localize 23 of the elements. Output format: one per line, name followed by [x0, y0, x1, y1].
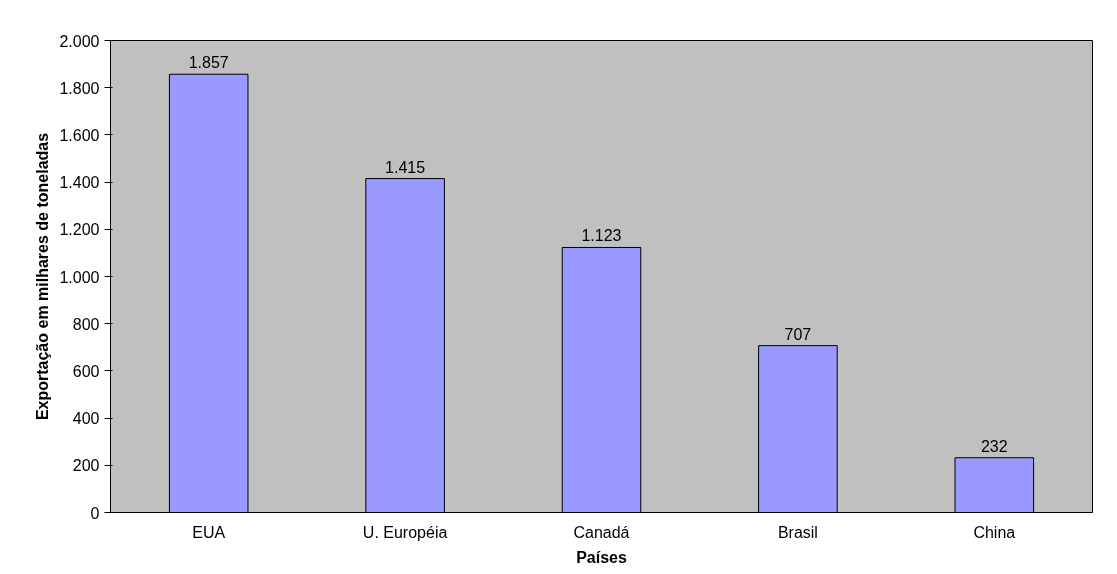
y-tick-label: 2.000: [59, 32, 100, 50]
x-tick-label: U. Européia: [362, 523, 448, 541]
data-label: 1.123: [581, 227, 622, 245]
data-label: 707: [784, 325, 812, 343]
y-axis-title: Exportação em milhares de toneladas: [34, 132, 52, 421]
y-tick-label: 1.800: [59, 79, 100, 97]
data-label: 1.857: [188, 54, 229, 72]
y-tick-label: 1.200: [59, 221, 100, 239]
x-tick-label: Brasil: [777, 523, 818, 541]
y-tick-label: 200: [72, 457, 100, 475]
y-tick-label: 400: [72, 410, 100, 428]
y-tick-label: 600: [72, 362, 100, 380]
data-label: 1.415: [385, 158, 426, 176]
data-label: 232: [980, 437, 1008, 455]
y-tick-label: 1.000: [59, 268, 100, 286]
y-tick-label: 0: [90, 504, 100, 522]
x-axis-title: Países: [576, 548, 627, 566]
x-tick-label: China: [973, 523, 1016, 541]
x-tick-label: EUA: [192, 523, 226, 541]
y-tick-label: 1.400: [59, 174, 100, 192]
y-tick-label: 1.600: [59, 126, 100, 144]
y-tick-label: 800: [72, 315, 100, 333]
x-tick-label: Canadá: [573, 523, 630, 541]
